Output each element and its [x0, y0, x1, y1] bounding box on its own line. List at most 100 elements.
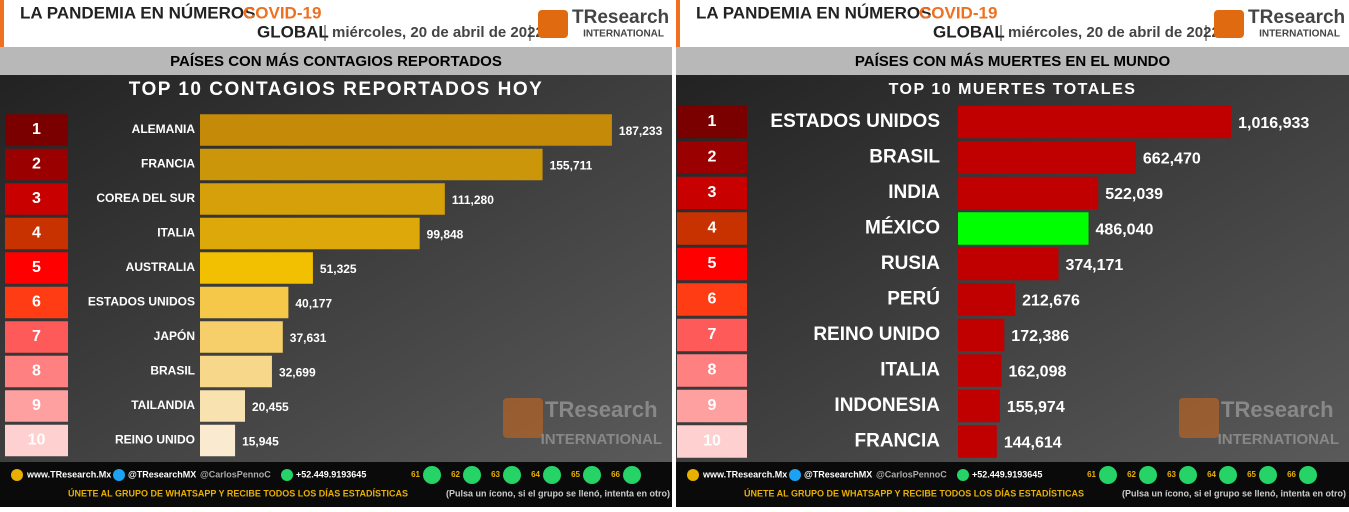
category-label: INDIA [888, 182, 940, 203]
bar [958, 141, 1136, 174]
rank: 7 [708, 326, 717, 343]
group-number: 66 [611, 470, 620, 479]
whatsapp-icon[interactable] [543, 466, 561, 484]
group-number: 63 [491, 470, 500, 479]
watermark-icon [503, 398, 543, 438]
bar [958, 389, 1000, 423]
category-label: ITALIA [880, 360, 940, 381]
header-scope: GLOBAL [257, 22, 329, 41]
group-number: 61 [411, 470, 420, 479]
whatsapp-icon[interactable] [1259, 466, 1277, 484]
header-highlight: COVID-19 [919, 3, 997, 22]
whatsapp-icon[interactable] [583, 466, 601, 484]
category-label: ITALIA [157, 226, 195, 240]
chart-subtitle: PAÍSES CON MÁS MUERTES EN EL MUNDO [855, 53, 1171, 70]
rank: 5 [32, 259, 41, 276]
bar [200, 321, 283, 353]
category-label: ALEMANIA [132, 122, 196, 136]
rank: 2 [708, 149, 717, 166]
logo-icon [1214, 10, 1244, 38]
category-label: AUSTRALIA [126, 260, 196, 274]
rank-box [5, 321, 68, 353]
footer-bg [676, 462, 1349, 507]
rank: 2 [32, 156, 41, 173]
rank: 8 [708, 362, 717, 379]
bar [200, 355, 272, 388]
footer-web: www.TResearch.Mx [26, 469, 111, 479]
whatsapp-icon[interactable] [623, 466, 641, 484]
category-label: REINO UNIDO [115, 433, 195, 447]
whatsapp-icon[interactable] [1299, 466, 1317, 484]
footer-hint: (Pulsa un ícono, si el grupo se llenó, i… [446, 488, 670, 498]
value-label: 155,711 [550, 159, 593, 173]
whatsapp-icon[interactable] [503, 466, 521, 484]
watermark-logo: TResearch [1221, 397, 1334, 422]
header-title: LA PANDEMIA EN NÚMEROS [696, 3, 932, 22]
group-number: 64 [531, 470, 540, 479]
bar [200, 286, 289, 319]
rank: 4 [708, 220, 717, 237]
rank-box [677, 283, 747, 316]
value-label: 51,325 [320, 262, 357, 276]
whatsapp-icon[interactable] [463, 466, 481, 484]
value-label: 37,631 [290, 331, 327, 345]
value-label: 662,470 [1143, 151, 1201, 168]
rank-box [677, 212, 747, 245]
chart-title: TOP 10 CONTAGIOS REPORTADOS HOY [129, 79, 544, 100]
whatsapp-icon[interactable] [423, 466, 441, 484]
bar [958, 425, 997, 458]
rank-box [5, 286, 68, 319]
bar [200, 217, 420, 250]
rank-box [677, 425, 747, 458]
whatsapp-icon[interactable] [1099, 466, 1117, 484]
rank: 9 [708, 397, 717, 414]
rank-box [677, 247, 747, 281]
category-label: FRANCIA [855, 431, 941, 452]
header-date: miércoles, 20 de abril de 2022 [1008, 24, 1220, 41]
rank: 8 [32, 363, 41, 380]
chart-title: TOP 10 MUERTES TOTALES [889, 81, 1137, 98]
twitter-icon [789, 469, 801, 481]
rank-box [5, 424, 68, 457]
header-title: LA PANDEMIA EN NÚMEROS [20, 3, 256, 22]
group-number: 65 [1247, 470, 1256, 479]
whatsapp-icon[interactable] [1179, 466, 1197, 484]
rank: 3 [708, 184, 717, 201]
header-highlight: COVID-19 [243, 3, 321, 22]
value-label: 1,016,933 [1238, 115, 1309, 132]
watermark-logo: TResearch [545, 397, 658, 422]
header-strip [676, 0, 680, 47]
bar [958, 105, 1232, 139]
value-label: 144,614 [1004, 435, 1062, 452]
bar [200, 424, 236, 457]
bar [200, 183, 445, 215]
value-label: 522,039 [1105, 186, 1163, 203]
header-strip [0, 0, 4, 47]
rank-box [677, 318, 747, 352]
footer-bg [0, 462, 672, 507]
rank-box [677, 176, 747, 210]
value-label: 172,386 [1011, 328, 1069, 345]
value-label: 155,974 [1007, 399, 1065, 416]
rank: 9 [32, 397, 41, 414]
bar [958, 176, 1099, 210]
footer-twitter: @TResearchMX [804, 469, 872, 479]
category-label: PERÚ [887, 288, 940, 310]
group-number: 63 [1167, 470, 1176, 479]
group-number: 64 [1207, 470, 1216, 479]
whatsapp-icon[interactable] [1139, 466, 1157, 484]
twitter-icon [113, 469, 125, 481]
footer-phone: +52.449.9193645 [296, 469, 366, 479]
value-label: 187,233 [619, 124, 663, 138]
footer-twitter2: @CarlosPennoC [876, 469, 947, 479]
rank-box [5, 252, 68, 284]
footer-hint: (Pulsa un ícono, si el grupo se llenó, i… [1122, 488, 1346, 498]
footer-phone: +52.449.9193645 [972, 469, 1042, 479]
rank-box [677, 141, 747, 174]
rank-box [5, 183, 68, 215]
whatsapp-icon[interactable] [1219, 466, 1237, 484]
subtitle-bg [0, 47, 672, 75]
rank: 10 [703, 433, 721, 450]
rank-box [5, 217, 68, 250]
